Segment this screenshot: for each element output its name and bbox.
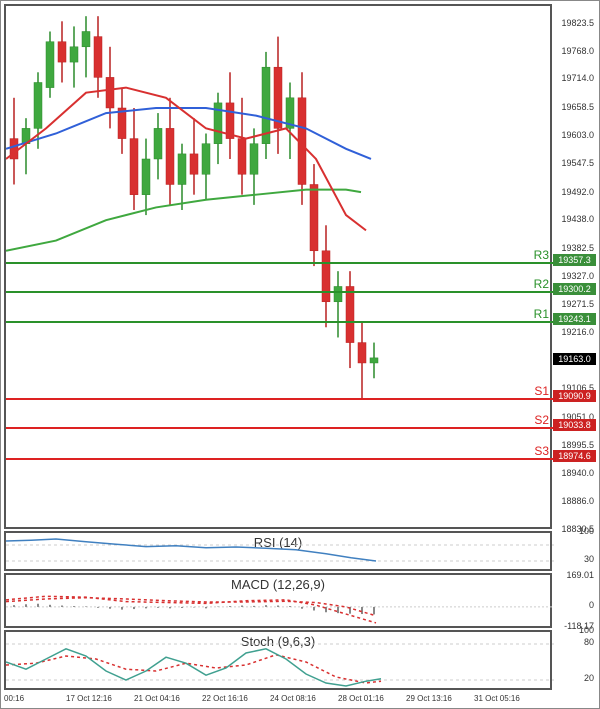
macd-axis: -118.170169.01 [551,573,596,628]
x-axis: 00:1617 Oct 12:1621 Oct 04:1622 Oct 16:1… [4,691,552,705]
macd-panel[interactable]: MACD (12,26,9) [4,573,552,628]
rsi-axis: 30100 [551,531,596,571]
stoch-panel[interactable]: Stoch (9,6,3) [4,630,552,690]
price-chart[interactable]: R3R2R1S1S2S3 [4,4,552,529]
y-axis-main: 18830.518886.018940.018995.519051.019106… [551,4,596,529]
stoch-axis: 2080100 [551,630,596,690]
rsi-panel[interactable]: RSI (14) [4,531,552,571]
chart-container: R3R2R1S1S2S3 18830.518886.018940.018995.… [0,0,600,709]
